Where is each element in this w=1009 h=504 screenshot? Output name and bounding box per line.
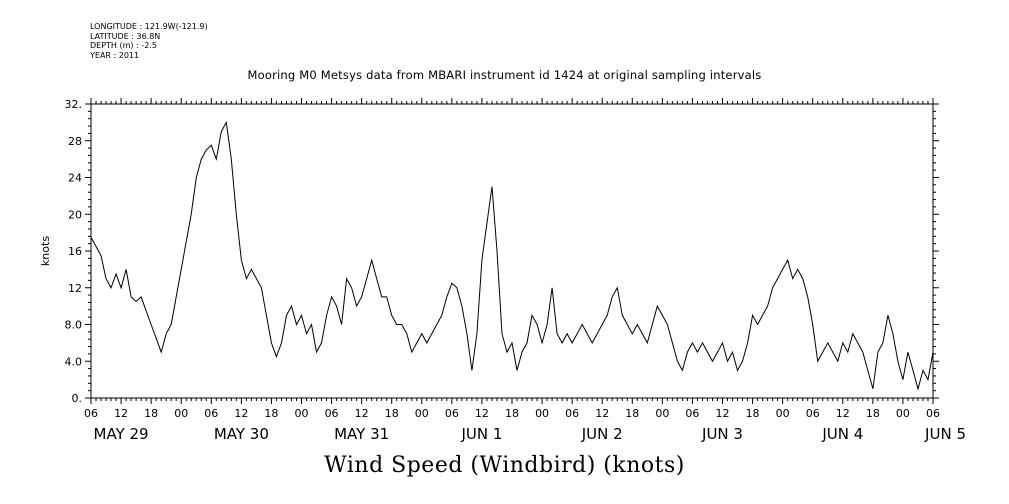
- x-day-label: MAY 31: [334, 425, 389, 443]
- y-tick-label: 8.0: [65, 319, 83, 332]
- x-hour-tick-label: 06: [84, 407, 98, 420]
- x-hour-tick-label: 00: [896, 407, 910, 420]
- x-day-label: JUN 3: [701, 425, 743, 443]
- x-hour-tick-label: 00: [415, 407, 429, 420]
- x-hour-tick-label: 12: [234, 407, 248, 420]
- y-tick-label: 16: [68, 245, 82, 258]
- x-hour-tick-label: 00: [295, 407, 309, 420]
- x-hour-tick-label: 00: [174, 407, 188, 420]
- y-tick-label: 28: [68, 135, 82, 148]
- x-hour-tick-label: 06: [806, 407, 820, 420]
- x-day-label: JUN 1: [460, 425, 502, 443]
- depth-text: DEPTH (m) : -2.5: [90, 41, 157, 50]
- x-hour-tick-label: 12: [475, 407, 489, 420]
- x-day-label: JUN 5: [924, 425, 966, 443]
- x-hour-tick-label: 18: [625, 407, 639, 420]
- x-hour-tick-label: 12: [595, 407, 609, 420]
- x-day-label: MAY 30: [214, 425, 269, 443]
- wind-speed-series-line: [90, 120, 934, 391]
- x-hour-tick-label: 18: [505, 407, 519, 420]
- metadata-block: LONGITUDE : 121.9W(-121.9) LATITUDE : 36…: [90, 22, 208, 60]
- x-day-label: JUN 2: [581, 425, 623, 443]
- x-hour-tick-label: 12: [716, 407, 730, 420]
- x-hour-tick-label: 00: [535, 407, 549, 420]
- x-hour-tick-label: 06: [685, 407, 699, 420]
- y-tick-label: 24: [68, 172, 82, 185]
- x-hour-tick-label: 18: [264, 407, 278, 420]
- plot-frame: [90, 103, 934, 399]
- y-axis-label: knots: [39, 236, 52, 266]
- x-hour-tick-label: 18: [746, 407, 760, 420]
- x-hour-tick-label: 12: [355, 407, 369, 420]
- x-hour-tick-label: 06: [926, 407, 940, 420]
- x-hour-tick-label: 06: [445, 407, 459, 420]
- chart-title: Mooring M0 Metsys data from MBARI instru…: [247, 68, 762, 82]
- x-hour-tick-label: 06: [565, 407, 579, 420]
- x-day-label: JUN 4: [821, 425, 863, 443]
- y-tick-label: 0.: [72, 392, 83, 405]
- x-hour-tick-label: 18: [866, 407, 880, 420]
- x-hour-tick-label: 18: [144, 407, 158, 420]
- y-tick-label: 12: [68, 282, 82, 295]
- x-axis-title: Wind Speed (Windbird) (knots): [324, 453, 685, 478]
- x-hour-tick-label: 06: [325, 407, 339, 420]
- x-hour-tick-label: 00: [655, 407, 669, 420]
- longitude-text: LONGITUDE : 121.9W(-121.9): [90, 22, 208, 31]
- y-tick-label: 32.: [65, 98, 83, 111]
- x-day-label: MAY 29: [94, 425, 149, 443]
- year-text: YEAR : 2011: [90, 50, 140, 60]
- x-hour-tick-label: 18: [385, 407, 399, 420]
- latitude-text: LATITUDE : 36.8N: [90, 31, 161, 41]
- x-hour-tick-label: 12: [836, 407, 850, 420]
- x-hour-tick-label: 12: [114, 407, 128, 420]
- y-tick-label: 4.0: [65, 355, 83, 368]
- x-hour-tick-label: 00: [776, 407, 790, 420]
- x-hour-tick-label: 06: [204, 407, 218, 420]
- y-tick-label: 20: [68, 208, 82, 221]
